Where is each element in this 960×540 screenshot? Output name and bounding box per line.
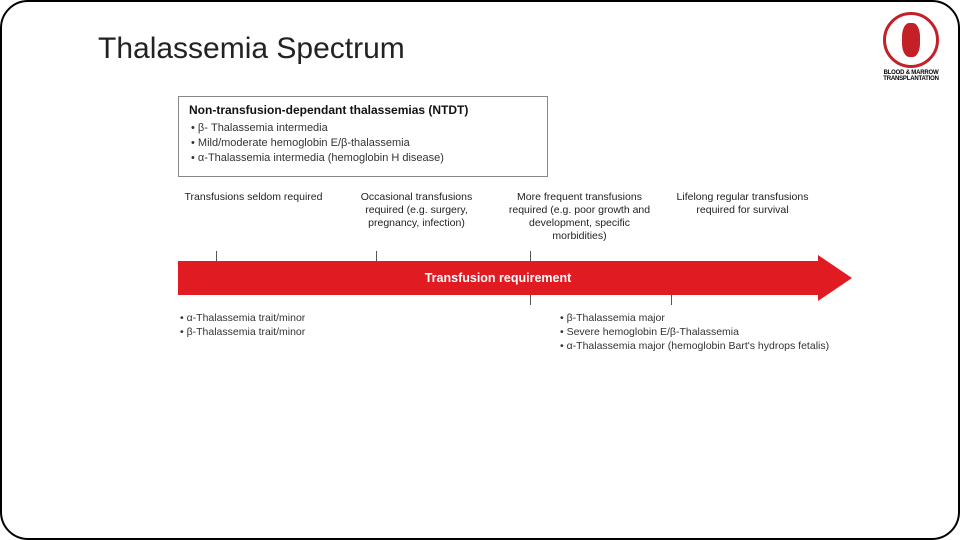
bottom-lists: α-Thalassemia trait/minor β-Thalassemia … [178,311,858,354]
ntdt-heading: Non-transfusion-dependant thalassemias (… [189,103,537,117]
list-item: Mild/moderate hemoglobin E/β-thalassemia [191,136,537,151]
arrow-bar: Transfusion requirement [178,261,818,295]
stage-label: More frequent transfusions required (e.g… [504,191,655,244]
list-item: α-Thalassemia intermedia (hemoglobin H d… [191,151,537,166]
stage-label: Lifelong regular transfusions required f… [667,191,818,244]
list-item: β-Thalassemia major [560,311,858,325]
list-item: Severe hemoglobin E/β-Thalassemia [560,325,858,339]
ntdt-list: β- Thalassemia intermedia Mild/moderate … [189,121,537,166]
logo-ring [883,12,939,68]
tick-mark [216,251,217,261]
arrow-head-icon [818,255,852,301]
tick-mark [530,295,531,305]
ticks-bottom [178,295,818,307]
transfusion-arrow: Transfusion requirement [178,261,858,295]
page-title: Thalassemia Spectrum [98,32,405,66]
org-logo: BLOOD & MARROW TRANSPLANTATION [876,8,946,86]
stage-label: Occasional transfusions required (e.g. s… [341,191,492,244]
diagram-content: Non-transfusion-dependant thalassemias (… [178,96,858,354]
minor-list: α-Thalassemia trait/minor β-Thalassemia … [178,311,438,354]
list-item: β-Thalassemia trait/minor [180,325,438,339]
list-item: α-Thalassemia trait/minor [180,311,438,325]
tick-mark [530,251,531,261]
logo-glyph [902,23,920,57]
ntdt-box: Non-transfusion-dependant thalassemias (… [178,96,548,177]
stage-label: Transfusions seldom required [178,191,329,244]
stage-row: Transfusions seldom required Occasional … [178,191,818,244]
major-list: β-Thalassemia major Severe hemoglobin E/… [558,311,858,354]
arrow-label: Transfusion requirement [425,271,572,285]
ticks-top [178,251,818,261]
list-item: β- Thalassemia intermedia [191,121,537,136]
slide-frame: Thalassemia Spectrum BLOOD & MARROW TRAN… [0,0,960,540]
tick-mark [376,251,377,261]
tick-mark [671,295,672,305]
list-item: α-Thalassemia major (hemoglobin Bart's h… [560,339,858,353]
logo-caption: BLOOD & MARROW TRANSPLANTATION [876,70,946,82]
